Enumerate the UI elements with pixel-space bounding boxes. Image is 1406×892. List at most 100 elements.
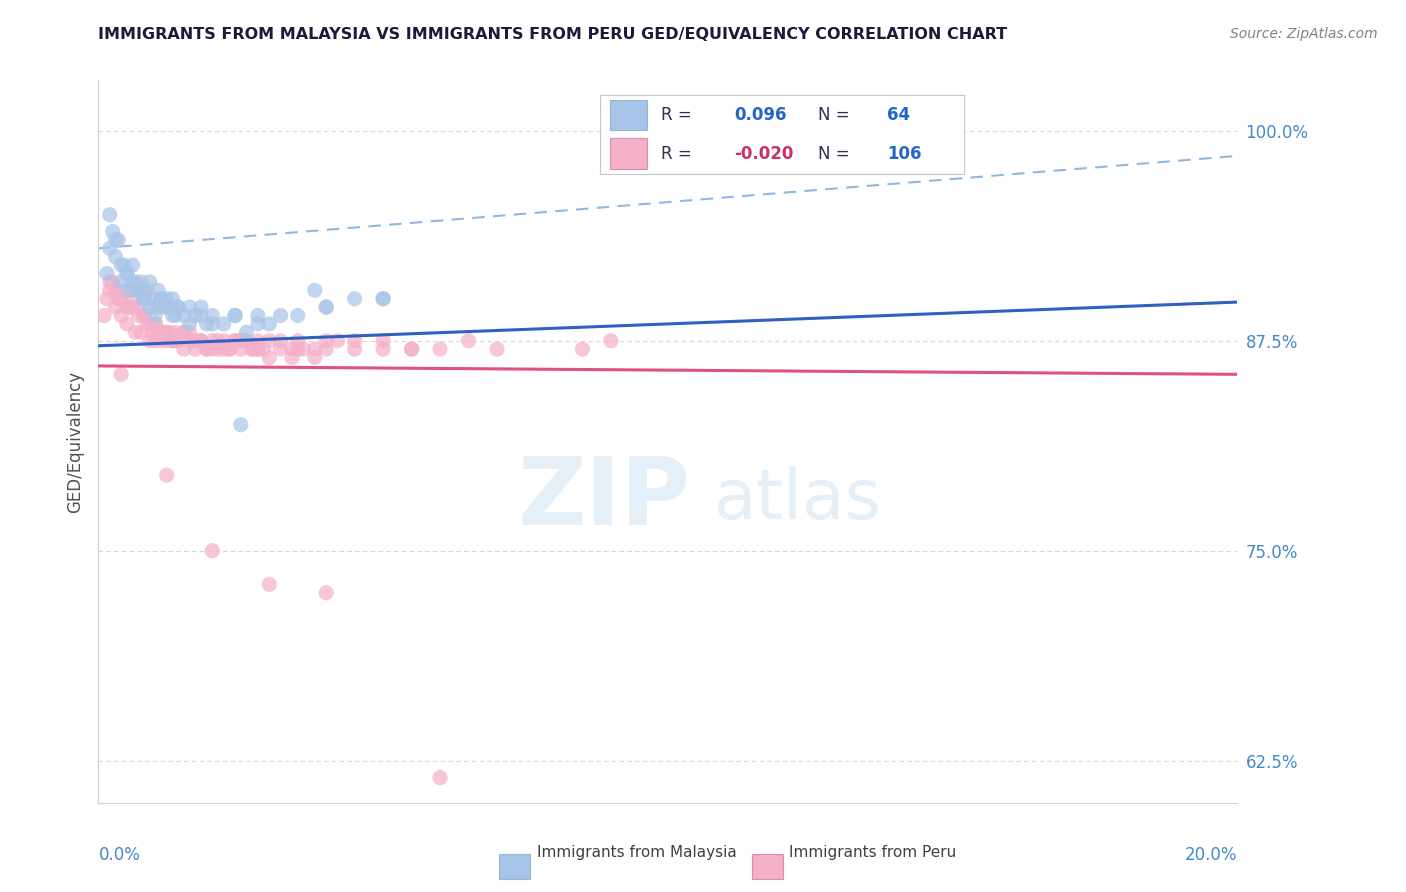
Point [190,334,212,348]
Point [259,577,281,591]
Point [218,342,240,356]
Point [110,292,132,306]
Point [145,309,167,323]
Point [165,326,187,340]
Point [195,342,218,356]
Point [167,334,190,348]
Text: Immigrants from Peru: Immigrants from Peru [789,846,956,860]
Point [457,334,479,348]
Point [246,317,269,331]
Point [156,300,179,314]
Point [371,342,394,356]
Point [229,334,252,348]
Point [145,317,167,331]
Point [145,334,167,348]
Point [98,283,121,297]
Point [371,292,394,306]
Point [112,283,135,297]
Point [104,250,127,264]
Point [246,334,269,348]
Point [600,334,623,348]
Point [195,342,218,356]
Point [201,309,224,323]
Point [101,225,124,239]
Point [148,326,170,340]
Point [138,317,160,331]
Point [207,334,229,348]
Point [132,309,155,323]
Point [145,300,167,314]
Point [141,292,163,306]
Text: Source: ZipAtlas.com: Source: ZipAtlas.com [1230,27,1378,41]
Point [162,334,184,348]
Text: 20.0%: 20.0% [1185,847,1237,864]
Point [173,309,195,323]
Point [127,309,149,323]
Point [110,368,132,382]
Point [121,300,143,314]
Point [150,292,173,306]
Point [121,275,143,289]
Point [240,342,263,356]
Point [179,300,201,314]
Point [201,342,224,356]
Point [93,309,115,323]
Point [138,275,160,289]
Point [229,417,252,432]
Point [486,342,509,356]
Point [371,292,394,306]
Point [129,326,152,340]
Point [201,317,224,331]
Point [115,317,138,331]
Point [179,334,201,348]
Point [110,258,132,272]
Point [141,326,163,340]
Point [179,317,201,331]
Point [195,317,218,331]
Point [153,326,176,340]
Point [107,292,129,306]
Point [179,326,201,340]
Point [159,326,181,340]
Text: IMMIGRANTS FROM MALAYSIA VS IMMIGRANTS FROM PERU GED/EQUIVALENCY CORRELATION CHA: IMMIGRANTS FROM MALAYSIA VS IMMIGRANTS F… [98,27,1008,42]
Point [315,586,337,600]
Point [167,334,190,348]
Point [201,543,224,558]
Point [224,309,246,323]
Point [315,342,337,356]
Point [224,334,246,348]
Point [107,233,129,247]
Point [304,283,326,297]
Point [118,283,141,297]
Point [571,342,593,356]
Point [212,317,235,331]
Point [127,283,149,297]
Point [115,267,138,281]
Point [156,468,179,483]
Point [124,275,146,289]
Point [121,292,143,306]
Point [138,334,160,348]
Point [162,292,184,306]
Text: 0.0%: 0.0% [98,847,141,864]
Point [429,342,451,356]
Point [96,292,118,306]
Point [246,309,269,323]
Point [132,283,155,297]
Point [190,334,212,348]
Point [104,283,127,297]
Point [190,300,212,314]
Point [229,342,252,356]
Point [270,309,292,323]
Point [246,342,269,356]
Point [224,334,246,348]
Point [173,342,195,356]
Point [98,208,121,222]
Point [287,334,309,348]
Point [173,326,195,340]
Point [371,334,394,348]
Point [167,300,190,314]
Point [124,326,146,340]
Point [156,326,179,340]
Point [401,342,423,356]
